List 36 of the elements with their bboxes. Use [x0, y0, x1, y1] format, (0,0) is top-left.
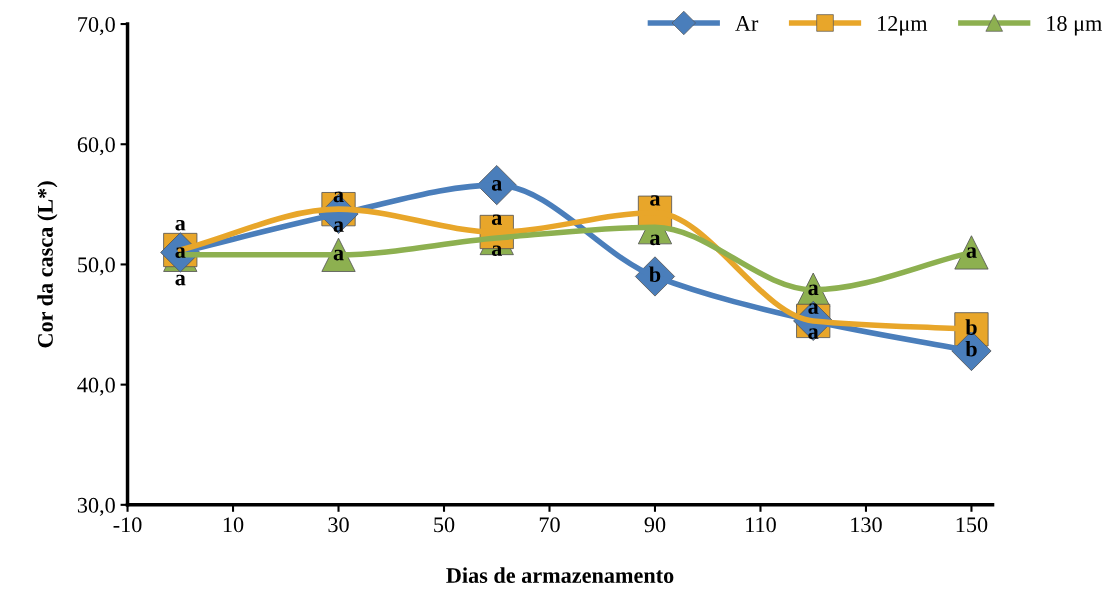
y-tick-label: 40,0 [77, 377, 115, 396]
annotation: a [175, 219, 186, 231]
y-axis-title: Cor da casca (L*) [37, 181, 58, 348]
annotation: a [491, 245, 502, 257]
annotation: a [175, 274, 186, 286]
x-tick-label: 90 [644, 517, 666, 533]
annotation: a [650, 195, 661, 206]
x-tick-label: -10 [113, 517, 142, 533]
y-tick-label: 70,0 [78, 16, 115, 36]
annotation: a [491, 180, 502, 191]
annotation: a [808, 284, 819, 296]
x-axis-title: Dias de armazenamento [446, 567, 674, 583]
x-tick-label: 150 [956, 517, 988, 533]
annotation: a [808, 328, 819, 339]
x-tick-label: 130 [851, 517, 882, 533]
x-tick-label: 70 [539, 517, 560, 533]
annotation: a [966, 247, 977, 258]
legend-label: 12μm [878, 16, 928, 36]
y-tick-label: 30,0 [77, 497, 115, 516]
x-tick-label: 110 [746, 517, 776, 533]
annotation: a [491, 214, 502, 226]
annotation: a [333, 191, 344, 203]
annotation: a [333, 221, 344, 233]
annotation: a [333, 249, 344, 261]
annotation: b [649, 266, 661, 283]
annotation: b [965, 319, 977, 335]
x-tick-label: 50 [434, 517, 455, 533]
legend-label: 18 μm [1047, 15, 1102, 36]
y-tick-label: 50,0 [78, 257, 115, 276]
annotation: b [965, 340, 977, 357]
annotation: a [808, 303, 819, 314]
x-tick-label: 30 [328, 517, 349, 533]
y-tick-label: 60,0 [77, 137, 115, 156]
annotation: a [650, 234, 661, 246]
legend-label: Ar [735, 16, 759, 31]
x-tick-label: 10 [223, 517, 244, 533]
